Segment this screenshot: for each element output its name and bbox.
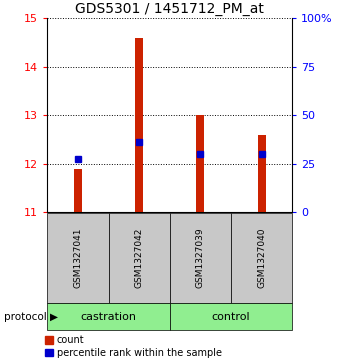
Text: GSM1327041: GSM1327041 (74, 228, 82, 288)
Bar (258, 135, 266, 212)
Text: GSM1327040: GSM1327040 (257, 228, 266, 288)
Text: GSM1327039: GSM1327039 (196, 228, 205, 289)
Bar (74, 169, 82, 212)
Title: GDS5301 / 1451712_PM_at: GDS5301 / 1451712_PM_at (75, 2, 264, 16)
Bar (196, 115, 204, 212)
Legend: count, percentile rank within the sample: count, percentile rank within the sample (45, 335, 222, 358)
Bar (170, 303, 292, 330)
Bar (108, 213, 170, 303)
Bar (47, 213, 108, 303)
Bar (231, 213, 292, 303)
Text: protocol ▶: protocol ▶ (4, 312, 57, 322)
Text: castration: castration (80, 312, 136, 322)
Bar (47, 303, 170, 330)
Text: GSM1327042: GSM1327042 (135, 228, 144, 288)
Bar (170, 213, 231, 303)
Text: control: control (212, 312, 250, 322)
Bar (135, 38, 143, 212)
